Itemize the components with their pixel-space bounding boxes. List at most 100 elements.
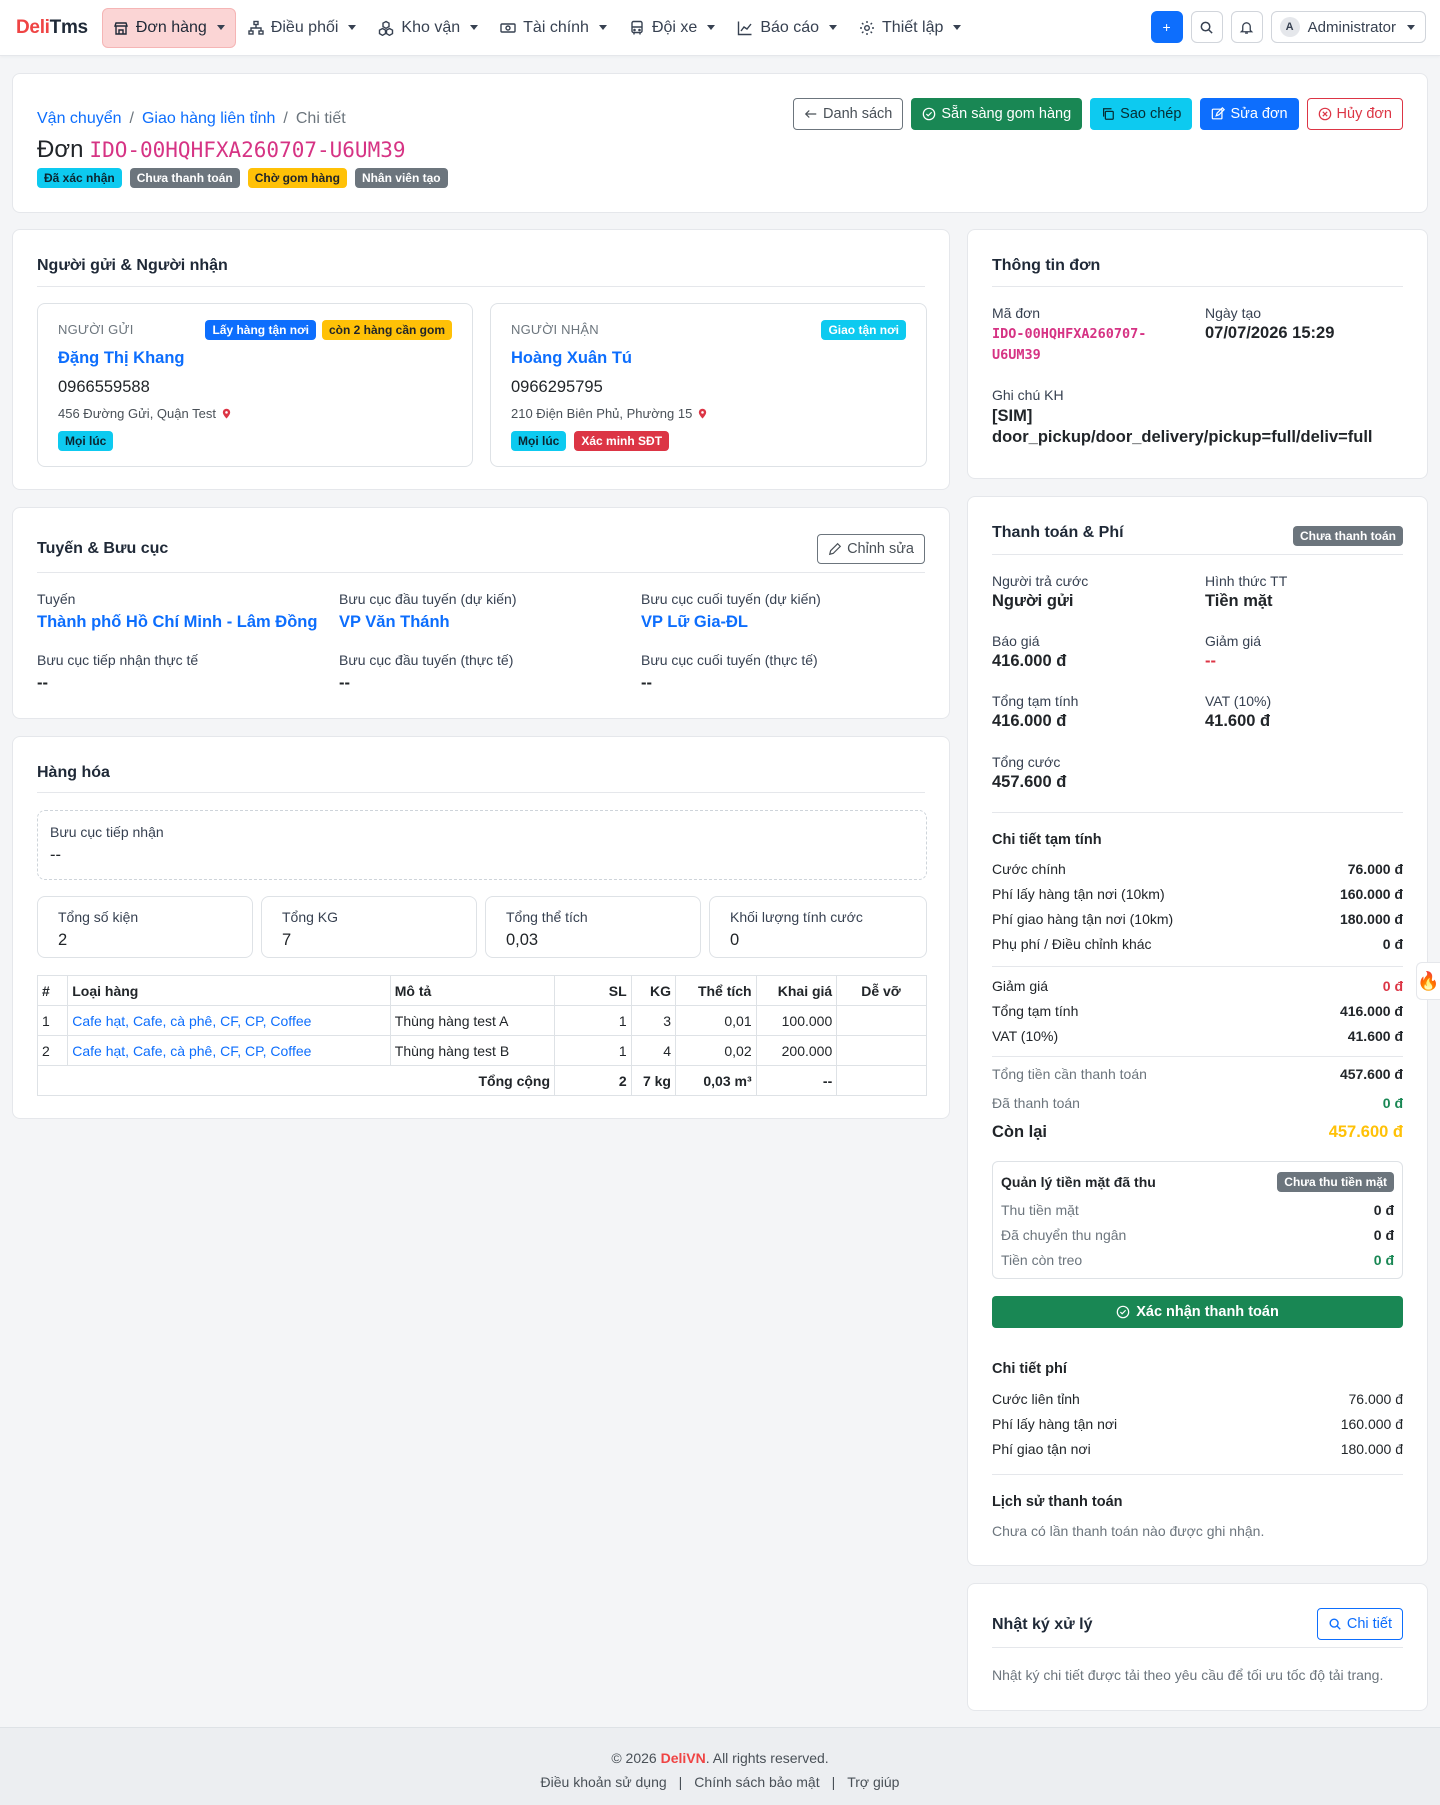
nav-fleet[interactable]: Đội xe — [619, 8, 725, 48]
table-row: 1 Cafe hạt, Cafe, cà phê, CF, CP, Coffee… — [36, 1005, 927, 1036]
diagram-icon — [248, 20, 264, 35]
field-label: VAT (10%) — [1205, 693, 1272, 709]
floating-flame-tab[interactable]: 🔥 — [1416, 962, 1440, 1000]
back-to-list-button[interactable]: Danh sách — [793, 98, 904, 130]
route-field-receive-actual: Bưu cục tiếp nhận thực tế -- — [37, 652, 198, 693]
sender-address: 456 Đường Gửi, Quận Test — [58, 406, 232, 421]
ready-for-pickup-label: Sẵn sàng gom hàng — [941, 106, 1072, 122]
cell-no: 2 — [36, 1035, 69, 1066]
field-label: Bưu cục tiếp nhận thực tế — [37, 652, 199, 668]
total-fee-field: Tổng cước 457.600 đ — [992, 754, 1066, 792]
fee-row: Phí giao tận nơi 180.000 đ — [992, 1441, 1403, 1457]
cash-row: Đã chuyển thu ngân 0 đ — [1001, 1227, 1394, 1243]
chart-line-icon — [738, 21, 752, 35]
edit-route-button[interactable]: Chỉnh sửa — [817, 534, 925, 564]
payer-value: Người gửi — [992, 592, 1074, 610]
footer-link-privacy[interactable]: Chính sách bảo mật — [694, 1774, 820, 1790]
breakdown-title: Chi tiết tạm tính — [992, 832, 1102, 848]
map-pin-icon[interactable] — [221, 408, 232, 419]
cell-fragile — [836, 1005, 927, 1036]
table-total-row: Tổng cộng 2 7 kg 0,03 m³ -- — [36, 1065, 927, 1096]
x-circle-icon — [1318, 107, 1331, 121]
subtotal-field: Tổng tạm tính 416.000 đ — [992, 693, 1078, 731]
stat-label: Tổng KG — [282, 909, 339, 925]
sender-name[interactable]: Đặng Thị Khang — [58, 349, 185, 367]
nav-right-tools: + A Administrator — [1150, 11, 1426, 43]
copy-order-button[interactable]: Sao chép — [1090, 98, 1193, 130]
brand-logo[interactable]: DeliTms — [16, 17, 88, 39]
receiver-phone: 0966295795 — [511, 378, 603, 396]
footer-brand[interactable]: DeliVN — [660, 1750, 706, 1766]
nav-orders[interactable]: Đơn hàng — [101, 7, 236, 48]
sender-panel: NGƯỜI GỬI Lấy hàng tận nơi còn 2 hàng cầ… — [37, 303, 473, 467]
breakdown-row: Phụ phí / Điều chỉnh khác 0 đ — [992, 936, 1403, 952]
stat-label: Tổng thể tích — [506, 909, 588, 925]
cell-kg: 3 — [630, 1005, 676, 1036]
payment-status-badge: Chưa thanh toán — [1292, 526, 1403, 547]
col-desc: Mô tả — [389, 975, 556, 1006]
field-value: -- — [641, 674, 652, 692]
nav-warehouse[interactable]: Kho vận — [368, 8, 488, 48]
edit-order-button[interactable]: Sửa đơn — [1200, 98, 1299, 130]
brand-part-a: Deli — [16, 16, 50, 38]
chevron-down-icon — [707, 25, 716, 30]
cell-qty: 1 — [554, 1005, 632, 1036]
confirm-payment-button[interactable]: Xác nhận thanh toán — [992, 1296, 1403, 1328]
amount-to-pay-row: Tổng tiền cần thanh toán 457.600 đ — [992, 1066, 1403, 1082]
brand-part-b: Tms — [49, 16, 88, 38]
user-menu[interactable]: A Administrator — [1270, 11, 1426, 43]
quick-add-button[interactable]: + — [1150, 11, 1183, 43]
bell-icon — [1239, 21, 1254, 34]
top-navbar: DeliTms Đơn hàng Điều phối Kho vận Tài c… — [0, 0, 1440, 56]
notifications-button[interactable] — [1230, 11, 1263, 43]
nav-settings[interactable]: Thiết lập — [849, 8, 971, 48]
quote-value: 416.000 đ — [992, 652, 1067, 670]
search-button[interactable] — [1190, 11, 1223, 43]
breadcrumb-current: Chi tiết — [295, 110, 346, 127]
col-volume: Thể tích — [674, 975, 757, 1006]
cancel-order-button[interactable]: Hủy đơn — [1306, 98, 1403, 130]
cell-type-link[interactable]: Cafe hạt, Cafe, cà phê, CF, CP, Coffee — [67, 1035, 391, 1066]
order-code: IDO-00HQHFXA260707-U6UM39 — [89, 138, 406, 162]
nav-fleet-label: Đội xe — [651, 18, 698, 36]
stat-value: 0 — [730, 931, 740, 949]
fees-title: Chi tiết phí — [992, 1361, 1067, 1377]
receiver-name[interactable]: Hoàng Xuân Tú — [511, 349, 632, 367]
field-label: Tổng cước — [992, 754, 1061, 770]
breadcrumb-interprovince[interactable]: Giao hàng liên tỉnh — [141, 110, 276, 127]
order-info-title: Thông tin đơn — [992, 257, 1101, 274]
origin-office-value[interactable]: VP Văn Thánh — [339, 613, 450, 631]
nav-finance[interactable]: Tài chính — [490, 8, 617, 48]
breadcrumb-shipping[interactable]: Vận chuyển — [37, 110, 122, 127]
log-detail-button[interactable]: Chi tiết — [1316, 1608, 1403, 1640]
footer-link-help[interactable]: Trợ giúp — [847, 1774, 900, 1790]
stat-total-volume: Tổng thể tích 0,03 — [485, 896, 701, 958]
route-value[interactable]: Thành phố Hồ Chí Minh - Lâm Đồng — [37, 613, 318, 631]
route-card: Tuyến & Bưu cục Chỉnh sửa Tuyến Thành ph… — [12, 507, 950, 719]
cell-type-link[interactable]: Cafe hạt, Cafe, cà phê, CF, CP, Coffee — [67, 1005, 391, 1036]
destination-office-value[interactable]: VP Lữ Gia-ĐL — [641, 613, 748, 631]
nav-reports[interactable]: Báo cáo — [727, 8, 847, 48]
customer-note-value: [SIM] door_pickup/door_delivery/pickup=f… — [992, 406, 1373, 449]
edit-order-label: Sửa đơn — [1230, 106, 1288, 122]
copy-order-label: Sao chép — [1120, 106, 1182, 122]
ready-for-pickup-button[interactable]: Sẵn sàng gom hàng — [911, 98, 1083, 130]
receiver-address: 210 Điện Biên Phủ, Phường 15 — [511, 406, 708, 421]
order-code-field: Mã đơn IDO-00HQHFXA260707- U6UM39 — [992, 305, 1146, 366]
map-pin-icon[interactable] — [697, 408, 708, 419]
summary-discount-row: Giảm giá 0 đ — [992, 978, 1403, 994]
fee-row: Cước liên tỉnh 76.000 đ — [992, 1391, 1403, 1407]
goods-card: Hàng hóa Bưu cục tiếp nhận -- Tổng số ki… — [12, 736, 950, 1119]
sender-address-text: 456 Đường Gửi, Quận Test — [58, 406, 216, 421]
quote-field: Báo giá 416.000 đ — [992, 633, 1066, 671]
header-actions: Danh sách Sẵn sàng gom hàng Sao chép Sửa… — [793, 98, 1403, 130]
footer-link-terms[interactable]: Điều khoản sử dụng — [540, 1774, 667, 1790]
nav-dispatch[interactable]: Điều phối — [238, 8, 367, 48]
total-label: Tổng cộng — [36, 1065, 556, 1096]
field-label: Tuyến — [37, 591, 76, 607]
anytime-badge: Mọi lúc — [511, 431, 567, 452]
field-label: Hình thức TT — [1205, 573, 1288, 589]
status-badge-created-by-staff: Nhân viên tạo — [354, 168, 448, 189]
payment-method-field: Hình thức TT Tiền mặt — [1205, 573, 1287, 611]
breakdown-row: Phí giao hàng tận nơi (10km) 180.000 đ — [992, 911, 1403, 927]
